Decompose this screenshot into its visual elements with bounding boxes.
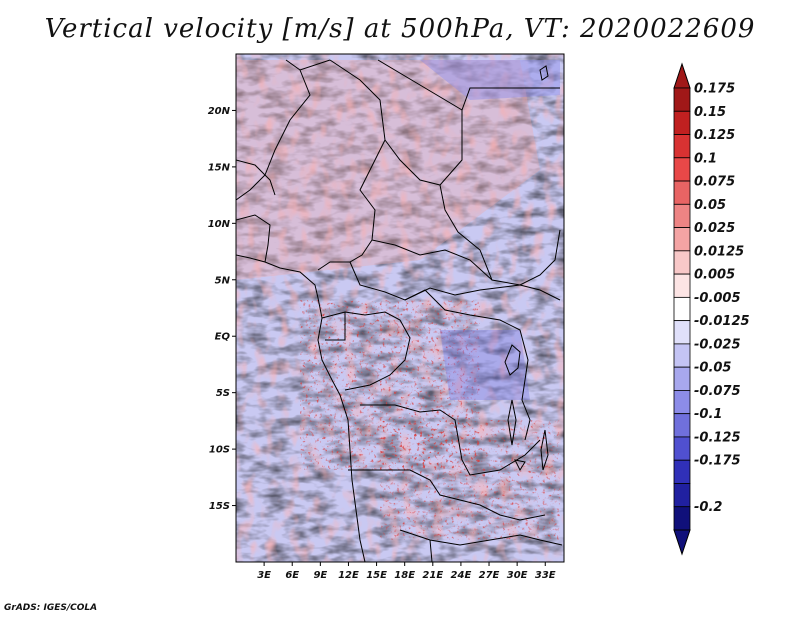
colorbar-label: -0.005 [694,291,741,306]
colorbar-swatch [673,413,691,438]
coastline-west [236,254,366,562]
country-borders [236,59,563,562]
border-north-west [236,59,331,201]
colorbar-swatch [673,227,691,252]
colorbar-swatch [673,483,691,508]
colorbar-swatch [673,203,691,228]
colorbar-bottom-arrow [673,529,691,556]
chart-title: Vertical velocity [m/s] at 500hPa, VT: 2… [44,14,756,44]
colorbar-swatch [673,134,691,159]
latitude-axis: 20N 15N 10N 5N EQ 5S 10S 15S [208,106,236,512]
border-uganda-kenya [519,284,561,301]
colorbar-label: -0.2 [694,500,722,515]
lat-tick-label: 10N [208,219,231,230]
grads-credit: GrADS: IGES/COLA [4,603,98,613]
colorbar-label: -0.075 [694,384,741,399]
lat-tick-label: 20N [208,106,231,117]
colorbar-swatch [673,506,691,531]
lon-tick-label: 18E [394,570,415,581]
border-namibia [429,539,433,562]
colorbar-swatch [673,157,691,182]
nile-delta-mark [539,65,549,81]
colorbar: 0.175 0.15 0.125 0.1 0.075 0.05 0.025 0.0125 0.0… [673,62,750,556]
border-angola-zambia-south [348,469,546,521]
lon-tick-label: 6E [285,570,299,581]
vertical-velocity-field [236,54,564,562]
colorbar-label: 0.175 [694,82,735,97]
colorbar-label: 0.1 [694,151,717,166]
colorbar-label: 0.075 [694,175,735,190]
colorbar-swatch [673,390,691,415]
colorbar-label: -0.05 [694,361,731,376]
colorbar-swatch [673,296,691,322]
colorbar-label: 0.025 [694,221,735,236]
colorbar-label: 0.05 [694,198,726,213]
border-burkina [236,159,276,196]
border-car [371,239,493,281]
border-angola-drc-zambia [360,404,541,476]
colorbar-swatch [673,366,691,391]
lat-tick-label: 10S [209,445,230,456]
lon-tick-label: 12E [338,570,359,581]
colorbar-swatch [673,436,691,461]
border-coastal-west [236,214,271,263]
lon-tick-label: 24E [451,570,472,581]
map-frame [235,53,565,563]
lake-tanganyika [507,399,517,446]
lon-tick-label: 21E [422,570,443,581]
lat-tick-label: 15S [209,501,230,512]
lon-tick-label: 33E [535,570,556,581]
colorbar-swatch [673,459,691,484]
lat-tick-label: EQ [215,332,231,343]
lake-victoria-area [504,344,521,376]
colorbar-swatch [673,343,691,368]
colorbar-swatch [673,180,691,205]
colorbar-label: -0.0125 [694,314,750,329]
border-drc-east [404,289,531,441]
colorbar-label: 0.125 [694,128,735,143]
colorbar-swatch [673,87,691,112]
longitude-axis: 3E 6E 9E 12E 15E 18E 21E 24E 27E 30E 33E [257,562,556,581]
lat-tick-label: 15N [208,162,231,173]
lake-malawi [540,429,549,471]
lat-tick-label: 5S [216,388,230,399]
colorbar-label: -0.125 [694,430,741,445]
border-libya-egypt [461,87,560,111]
colorbar-label: 0.0125 [694,244,744,259]
colorbar-label: -0.1 [694,407,722,422]
east-subsidence-area [440,330,530,400]
lon-tick-label: 27E [479,570,500,581]
lat-tick-label: 5N [215,275,231,286]
border-congo [344,311,411,391]
colorbar-label: 0.15 [694,105,726,120]
sahel-updraft-area [236,60,540,280]
lake-mweru [514,459,526,472]
border-gabon [321,311,346,341]
lakes [504,65,549,472]
border-chad-inner [384,139,441,186]
colorbar-label: -0.175 [694,454,741,469]
colorbar-label: 0.005 [694,268,735,283]
lon-tick-label: 3E [257,570,271,581]
lon-tick-label: 9E [313,570,327,581]
colorbar-swatch [673,250,691,275]
colorbar-swatch [673,273,691,298]
convective-speckle-south [380,420,560,540]
colorbar-top-arrow [673,62,691,89]
lon-tick-label: 30E [507,570,528,581]
colorbar-label: -0.025 [694,337,741,352]
colorbar-swatch [673,320,691,345]
colorbar-swatch [673,110,691,135]
lon-tick-label: 15E [366,570,387,581]
border-niger-chad [317,59,386,271]
northeast-subsidence-area [420,60,560,100]
